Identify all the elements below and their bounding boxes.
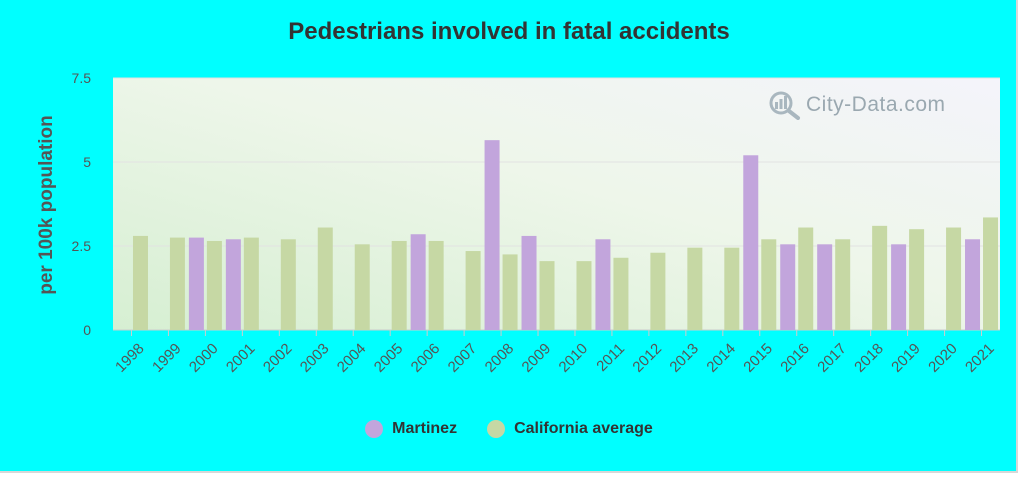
x-tick-label: 2012: [629, 340, 665, 376]
bar-california-2015[interactable]: [761, 239, 777, 330]
y-tick-label: 5: [83, 154, 91, 170]
bar-martinez-2009[interactable]: [521, 235, 537, 330]
x-tick-label: 2017: [814, 340, 850, 376]
bar-california-2012[interactable]: [650, 252, 666, 330]
bar-martinez-2021[interactable]: [965, 239, 981, 330]
legend-item-california: California average: [487, 420, 653, 438]
x-tick-label: 2001: [223, 340, 259, 376]
x-tick-label: 1999: [149, 340, 185, 376]
bar-california-2008[interactable]: [502, 254, 518, 330]
bar-california-2007[interactable]: [465, 251, 481, 330]
bar-martinez-2019[interactable]: [891, 244, 907, 330]
bar-martinez-2001[interactable]: [225, 239, 241, 330]
x-tick-label: 1998: [112, 340, 148, 376]
legend-swatch-martinez: [365, 420, 384, 438]
x-tick-label: 2005: [371, 340, 407, 376]
x-tick-label: 2016: [777, 340, 813, 376]
legend-swatch-california: [487, 420, 506, 438]
bar-california-2021[interactable]: [983, 217, 999, 330]
bar-california-1998[interactable]: [132, 235, 148, 330]
x-tick-label: 2018: [851, 340, 887, 376]
bar-california-2011[interactable]: [613, 257, 629, 330]
x-tick-label: 2019: [888, 340, 924, 376]
bar-martinez-2006[interactable]: [410, 234, 426, 330]
bar-california-2004[interactable]: [354, 244, 370, 330]
x-tick-label: 2020: [925, 340, 961, 376]
bar-martinez-2008[interactable]: [484, 140, 500, 330]
bar-california-2009[interactable]: [539, 261, 555, 330]
legend-label-martinez: Martinez: [392, 420, 458, 437]
x-tick-label: 2000: [186, 340, 222, 376]
x-tick-label: 2002: [260, 340, 296, 376]
bar-california-2016[interactable]: [798, 227, 814, 330]
bar-california-2020[interactable]: [946, 227, 962, 330]
x-tick-label: 2003: [297, 340, 333, 376]
bar-martinez-2000[interactable]: [188, 237, 204, 330]
x-tick-label: 2021: [962, 340, 998, 376]
bar-california-2000[interactable]: [206, 240, 222, 330]
bar-california-2014[interactable]: [724, 247, 740, 330]
y-tick-label: 7.5: [72, 70, 92, 86]
chart-panel: Pedestrians involved in fatal accidents …: [0, 0, 1018, 473]
x-tick-label: 2004: [334, 340, 370, 376]
magnifier-chart-icon: [769, 91, 800, 120]
bar-california-2018[interactable]: [872, 225, 888, 330]
bar-california-2019[interactable]: [909, 229, 925, 330]
bar-california-2002[interactable]: [280, 239, 296, 330]
bar-chart: 02.557.5 1998 1999 2000 2001 2002 2003 2004 200…: [72, 70, 1000, 376]
bar-martinez-2016[interactable]: [780, 244, 796, 330]
plot-area: [113, 78, 1000, 330]
legend-label-california: California average: [514, 420, 653, 437]
bar-california-2017[interactable]: [835, 239, 851, 330]
bar-martinez-2011[interactable]: [595, 239, 611, 330]
y-tick-label: 0: [83, 322, 91, 338]
watermark-text: City-Data.com: [806, 93, 946, 116]
bar-california-2001[interactable]: [243, 237, 259, 330]
chart-title: Pedestrians involved in fatal accidents: [288, 18, 730, 45]
x-tick-label: 2013: [666, 340, 702, 376]
y-tick-label: 2.5: [72, 238, 92, 254]
x-tick-label: 2009: [519, 340, 555, 376]
bar-martinez-2015[interactable]: [743, 155, 759, 330]
x-tick-label: 2008: [482, 340, 518, 376]
x-tick-label: 2011: [593, 340, 628, 375]
bar-martinez-2017[interactable]: [817, 244, 833, 330]
bar-california-2005[interactable]: [391, 240, 407, 330]
bar-california-2003[interactable]: [317, 227, 333, 330]
bar-california-2013[interactable]: [687, 247, 703, 330]
legend: Martinez California average: [0, 420, 1018, 438]
legend-item-martinez: Martinez: [365, 420, 457, 438]
x-tick-label: 2014: [703, 340, 739, 376]
bar-california-2010[interactable]: [576, 261, 592, 330]
x-tick-label: 2007: [445, 340, 481, 376]
x-tick-label: 2015: [740, 340, 776, 376]
x-tick-label: 2010: [556, 340, 592, 376]
watermark: City-Data.com: [768, 90, 946, 120]
x-tick-label: 2006: [408, 340, 444, 376]
bar-california-2006[interactable]: [428, 240, 444, 330]
bar-california-1999[interactable]: [169, 237, 185, 330]
